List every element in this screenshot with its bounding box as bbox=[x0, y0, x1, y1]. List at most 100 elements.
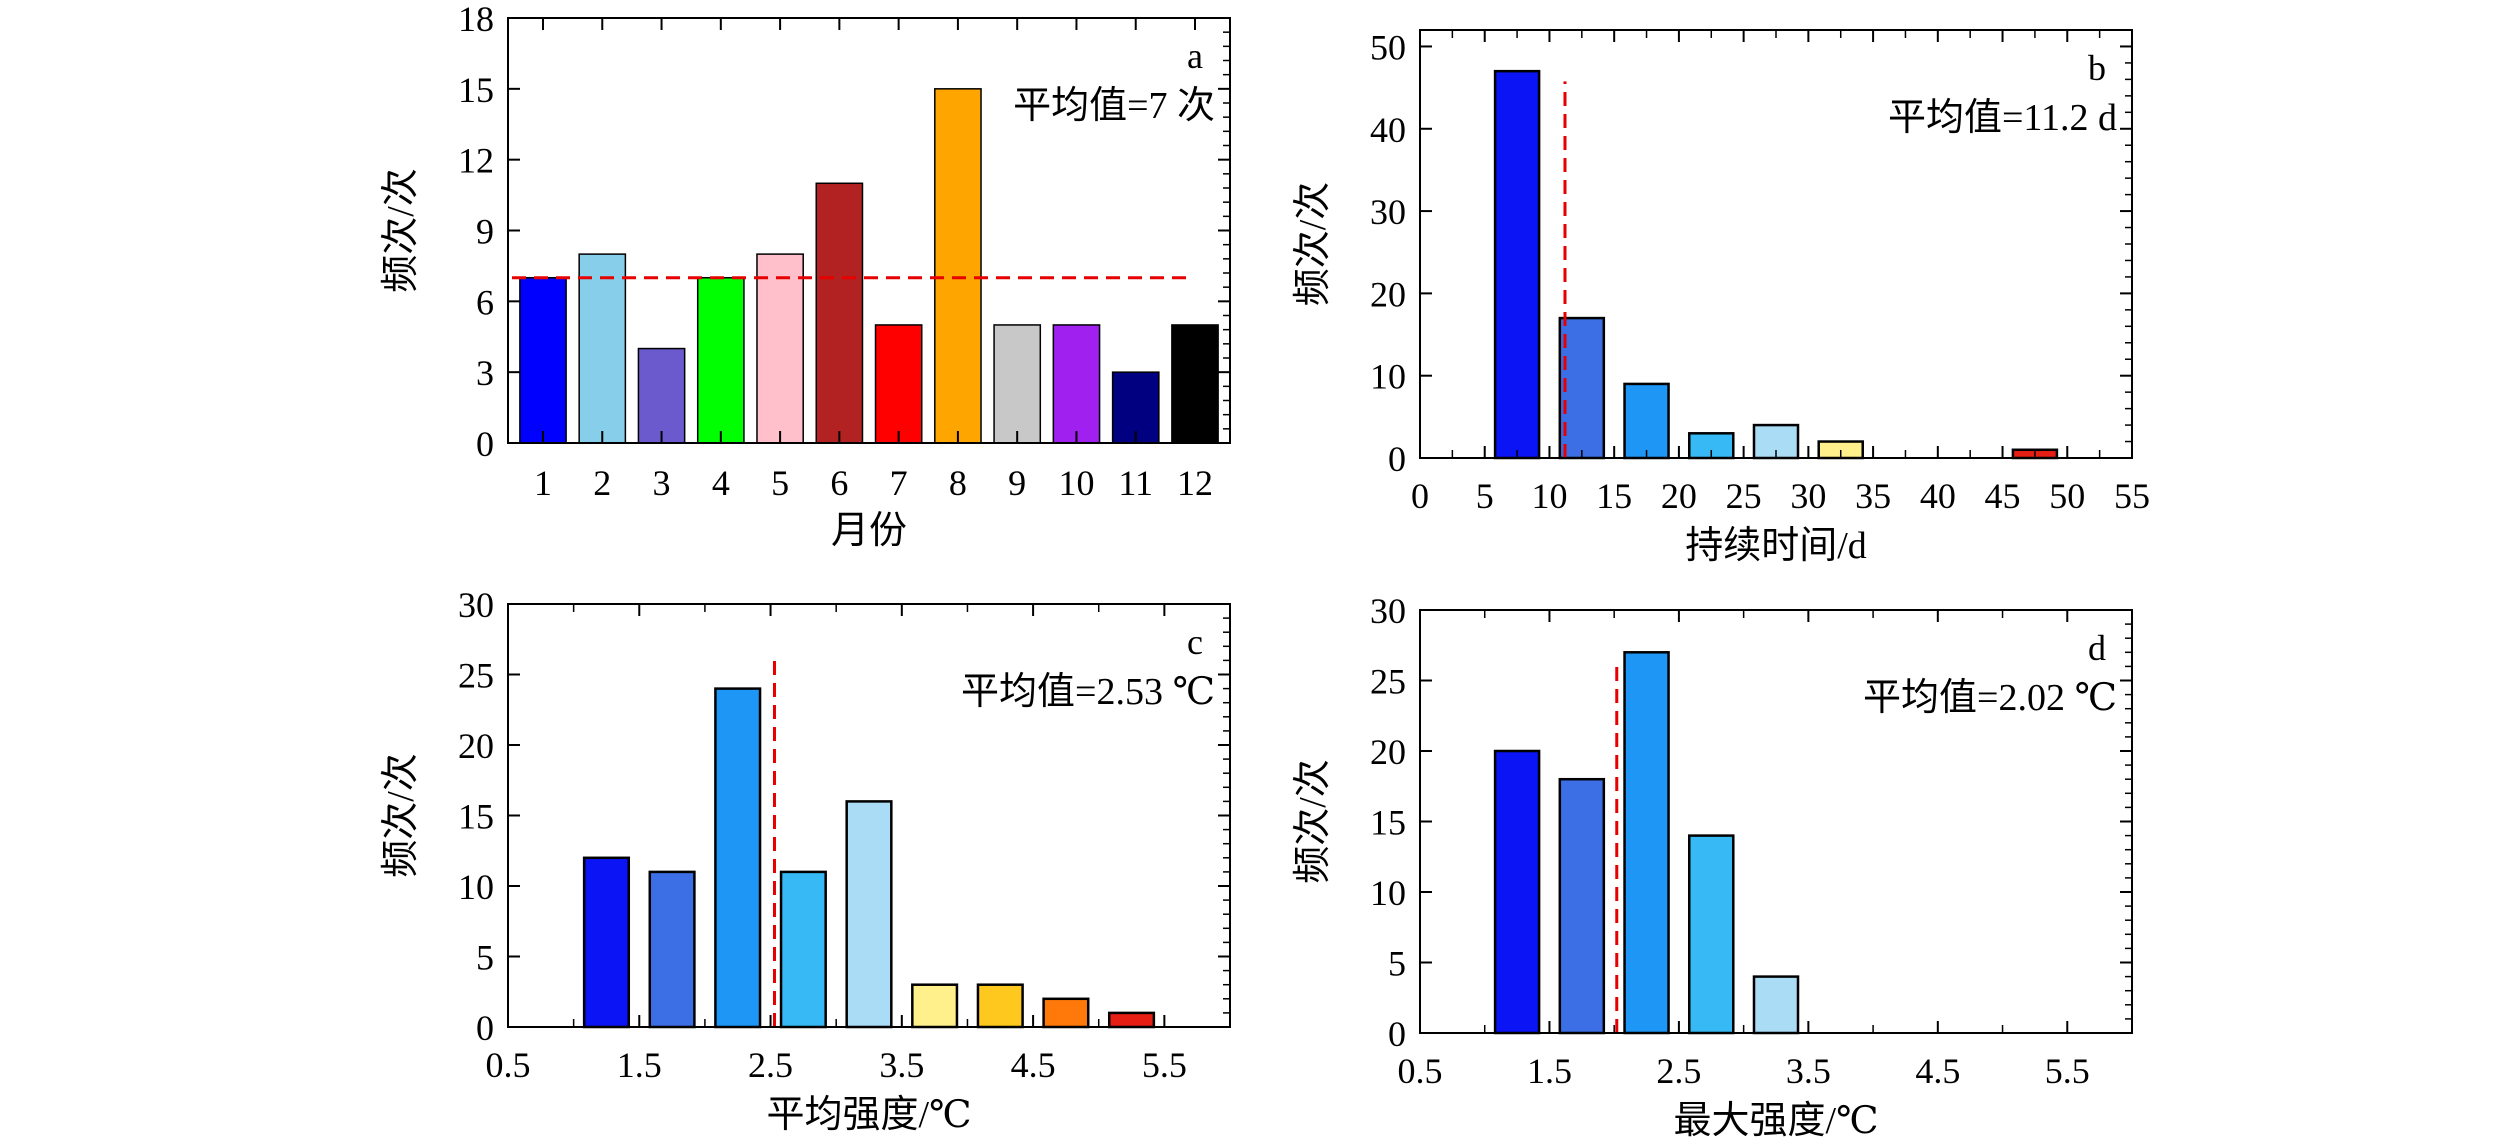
x-axis-label: 最大强度/℃ bbox=[1673, 1100, 1878, 1142]
x-tick-label: 4.5 bbox=[1915, 1051, 1960, 1091]
x-tick-label: 3.5 bbox=[1786, 1051, 1831, 1091]
x-tick-label: 5 bbox=[771, 463, 789, 503]
x-tick-label: 7 bbox=[890, 463, 908, 503]
x-tick-label: 12 bbox=[1177, 463, 1213, 503]
bar bbox=[1623, 651, 1670, 1035]
bar bbox=[1107, 1011, 1156, 1029]
y-tick-label: 9 bbox=[476, 212, 494, 252]
x-tick-label: 0.5 bbox=[486, 1045, 531, 1085]
y-axis-label: 频次/次 bbox=[1292, 182, 1334, 307]
y-tick-label: 0 bbox=[1388, 1014, 1406, 1054]
x-tick-label: 10 bbox=[1531, 476, 1567, 516]
bar bbox=[1052, 324, 1101, 444]
x-tick-label: 4.5 bbox=[1011, 1045, 1056, 1085]
y-axis-label: 频次/次 bbox=[380, 168, 422, 293]
x-tick-label: 0 bbox=[1411, 476, 1429, 516]
y-tick-label: 15 bbox=[458, 797, 494, 837]
x-tick-label: 1.5 bbox=[617, 1045, 662, 1085]
x-tick-label: 4 bbox=[712, 463, 730, 503]
x-tick-label: 2.5 bbox=[748, 1045, 793, 1085]
y-tick-label: 25 bbox=[1370, 662, 1406, 702]
bar bbox=[874, 324, 923, 444]
y-axis-label: 频次/次 bbox=[1292, 759, 1334, 884]
bar bbox=[1752, 975, 1800, 1035]
y-tick-label: 30 bbox=[458, 585, 494, 625]
bar bbox=[519, 276, 567, 444]
panel-letter: c bbox=[1187, 622, 1203, 662]
y-tick-label: 10 bbox=[1370, 873, 1406, 913]
x-tick-label: 35 bbox=[1855, 476, 1891, 516]
bar bbox=[815, 182, 864, 444]
mean-annotation: 平均值=2.02 ℃ bbox=[1863, 677, 2117, 719]
x-tick-label: 40 bbox=[1920, 476, 1956, 516]
bar bbox=[578, 253, 627, 444]
y-tick-label: 15 bbox=[1370, 803, 1406, 843]
x-tick-label: 15 bbox=[1596, 476, 1632, 516]
y-tick-label: 10 bbox=[1370, 357, 1406, 397]
y-tick-label: 3 bbox=[476, 353, 494, 393]
bar bbox=[714, 687, 762, 1029]
y-tick-label: 5 bbox=[476, 938, 494, 978]
y-tick-label: 15 bbox=[458, 70, 494, 110]
bar bbox=[637, 347, 686, 444]
x-tick-label: 9 bbox=[1008, 463, 1026, 503]
x-tick-label: 55 bbox=[2114, 476, 2150, 516]
x-tick-label: 0.5 bbox=[1398, 1051, 1443, 1091]
y-tick-label: 20 bbox=[458, 726, 494, 766]
bar bbox=[845, 800, 893, 1029]
mean-annotation: 平均值=11.2 d bbox=[1888, 97, 2117, 139]
panel-d: 0 5 10 15 20 25 30 0.5 1.5 2.5 3.5 4.5 5.5 最大强度/℃ 频次/次… bbox=[1292, 591, 2133, 1142]
x-tick-label: 5.5 bbox=[2045, 1051, 2090, 1091]
x-tick-label: 5 bbox=[1476, 476, 1494, 516]
y-axis-label: 频次/次 bbox=[380, 753, 422, 878]
x-tick-label: 1 bbox=[534, 463, 552, 503]
x-tick-label: 45 bbox=[1985, 476, 2021, 516]
y-tick-label: 0 bbox=[1388, 439, 1406, 479]
bar bbox=[911, 983, 959, 1029]
x-tick-label: 10 bbox=[1058, 463, 1094, 503]
bar bbox=[1558, 777, 1606, 1035]
bar bbox=[696, 276, 745, 444]
bar bbox=[993, 324, 1042, 444]
x-tick-label: 20 bbox=[1661, 476, 1697, 516]
x-axis-label: 月份 bbox=[831, 510, 907, 552]
x-tick-label: 2.5 bbox=[1656, 1051, 1701, 1091]
x-tick-label: 3 bbox=[653, 463, 671, 503]
panel-letter: d bbox=[2088, 628, 2106, 668]
y-tick-label: 18 bbox=[458, 0, 494, 39]
y-tick-label: 6 bbox=[476, 282, 494, 322]
x-tick-label: 50 bbox=[2049, 476, 2085, 516]
x-tick-label: 2 bbox=[593, 463, 611, 503]
bar bbox=[1688, 834, 1735, 1035]
bar bbox=[582, 856, 631, 1029]
panel-b: 0 10 20 30 40 50 0 5 10 15 20 25 30 35 40 45 50 55 持续时间/d 频… bbox=[1292, 27, 2150, 567]
panel-letter: a bbox=[1187, 36, 1203, 76]
bar bbox=[756, 253, 804, 444]
bar bbox=[1623, 382, 1670, 460]
y-tick-label: 20 bbox=[1370, 274, 1406, 314]
bar bbox=[779, 870, 827, 1029]
panel-letter: b bbox=[2088, 48, 2106, 88]
x-tick-label: 1.5 bbox=[1527, 1051, 1572, 1091]
panel-c: 0 5 10 15 20 25 30 0.5 1.5 2.5 3.5 4.5 5.5 平均强度/℃ 频次/次… bbox=[380, 585, 1231, 1136]
x-axis-label: 持续时间/d bbox=[1685, 525, 1867, 567]
bar bbox=[934, 88, 982, 444]
y-tick-label: 40 bbox=[1370, 110, 1406, 150]
x-axis-label: 平均强度/℃ bbox=[766, 1094, 971, 1136]
x-tick-label: 11 bbox=[1118, 463, 1153, 503]
x-tick-label: 3.5 bbox=[879, 1045, 924, 1085]
mean-annotation: 平均值=2.53 ℃ bbox=[961, 671, 1215, 713]
x-tick-label: 30 bbox=[1790, 476, 1826, 516]
y-tick-label: 12 bbox=[458, 141, 494, 181]
bar bbox=[1042, 997, 1090, 1029]
mean-annotation: 平均值=7 次 bbox=[1013, 85, 1215, 127]
y-tick-label: 50 bbox=[1370, 27, 1406, 67]
bar bbox=[648, 870, 696, 1029]
y-tick-label: 30 bbox=[1370, 591, 1406, 631]
y-tick-label: 0 bbox=[476, 424, 494, 464]
y-tick-label: 10 bbox=[458, 867, 494, 907]
y-tick-label: 30 bbox=[1370, 192, 1406, 232]
y-tick-label: 5 bbox=[1388, 944, 1406, 984]
bar bbox=[1493, 69, 1541, 460]
